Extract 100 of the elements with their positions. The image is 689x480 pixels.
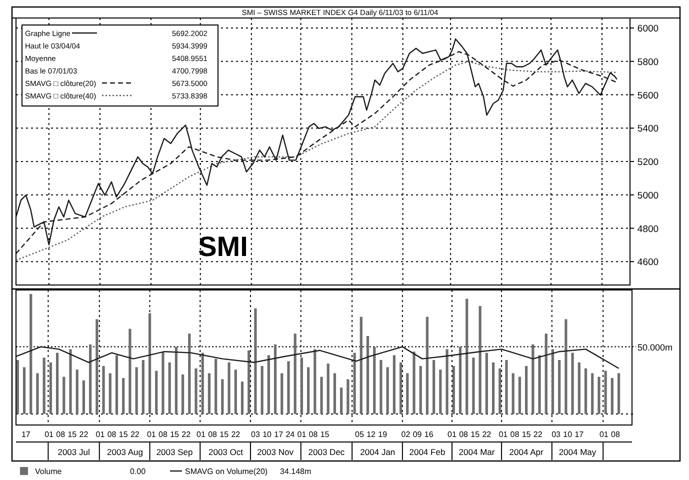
bar: [432, 360, 436, 414]
bar: [406, 373, 409, 414]
x-tick-label: 15: [220, 430, 230, 439]
x-tick-label: 08: [459, 430, 469, 439]
bar: [399, 362, 402, 414]
x-tick-label: 01: [44, 430, 54, 439]
bar: [30, 294, 32, 414]
bar: [122, 378, 125, 414]
x2-tick-label: 2003 Dec: [308, 447, 346, 457]
x-tick-label: 05: [355, 430, 365, 439]
bar: [201, 352, 204, 414]
x-tick-label: 10: [563, 430, 573, 439]
bar: [188, 334, 191, 414]
bar: [82, 380, 86, 414]
bar: [591, 373, 594, 414]
bar: [333, 373, 336, 414]
bar: [366, 336, 370, 414]
x-tick-label: 08: [107, 430, 117, 439]
bar: [194, 368, 198, 414]
y-tick-label: 6000: [637, 24, 659, 35]
x-tick-label: 15: [522, 430, 532, 439]
bar: [466, 298, 468, 414]
x2-tick-label: 2003 Sep: [156, 447, 194, 457]
x-tick-label: 01: [498, 430, 508, 439]
x-tick-label: 01: [146, 430, 156, 439]
bar: [240, 382, 244, 414]
bar: [142, 360, 144, 414]
x2-tick-label: 2004 Apr: [509, 447, 544, 457]
x-tick-label: 01: [448, 430, 457, 439]
bar: [168, 362, 171, 414]
bar: [525, 366, 528, 414]
bar: [42, 358, 46, 414]
bar: [571, 352, 574, 414]
bar: [578, 362, 580, 414]
bar: [221, 379, 224, 414]
y-tick-label: 4800: [637, 224, 659, 235]
bar: [248, 350, 250, 414]
bar: [128, 328, 132, 414]
text: 0.00: [130, 467, 146, 476]
bar: [564, 319, 568, 414]
bar: [452, 366, 455, 414]
x-tick-label: 02: [401, 430, 411, 439]
x2-tick-label: 2004 May: [558, 447, 597, 457]
x-tick-label: 24: [286, 430, 296, 439]
bar: [458, 346, 462, 414]
bar: [412, 352, 416, 414]
x-tick-label: 08: [56, 430, 66, 439]
bar: [307, 367, 310, 414]
x-tick-label: 09: [412, 430, 422, 439]
bar: [56, 352, 59, 414]
bar: [228, 362, 230, 414]
bar: [208, 373, 211, 414]
x2-tick-label: 2003 Jul: [58, 447, 90, 457]
legend-label: Volume: [35, 467, 62, 476]
bar: [162, 352, 164, 414]
y-tick-label: 5200: [637, 157, 659, 168]
bar: [512, 373, 514, 414]
bar: [314, 349, 316, 414]
bar: [69, 349, 72, 414]
bar: [22, 367, 26, 414]
x2-tick-label: 2004 Mar: [458, 447, 495, 457]
x-tick-label: 01: [96, 430, 106, 439]
bar: [485, 352, 488, 414]
bar: [320, 376, 323, 414]
bar: [472, 358, 475, 414]
bar: [274, 344, 277, 414]
x-tick-label: 08: [308, 430, 318, 439]
x-tick-label: 10: [262, 430, 272, 439]
bar: [326, 364, 330, 414]
x2-tick-label: 2004 Feb: [409, 447, 446, 457]
bar: [617, 373, 620, 414]
x-tick-label: 12: [366, 430, 376, 439]
annotation: SMI: [198, 231, 248, 262]
x-tick-label: 15: [118, 430, 128, 439]
bar: [214, 358, 218, 414]
x-tick-label: 17: [274, 430, 284, 439]
bar: [419, 366, 422, 414]
x-tick-label: 15: [470, 430, 480, 439]
bar: [280, 373, 284, 414]
x2-tick-label: 2004 Jan: [360, 447, 396, 457]
bar: [174, 346, 178, 414]
bar: [155, 370, 158, 414]
bar: [373, 346, 376, 414]
bar: [135, 367, 138, 414]
x-tick-label: 15: [68, 430, 78, 439]
x-tick-label: 08: [208, 430, 218, 439]
bar: [532, 344, 534, 414]
x-tick-label: 22: [79, 430, 89, 439]
bar: [62, 376, 66, 414]
x-tick-label: 17: [574, 430, 584, 439]
x-tick-label: 19: [378, 430, 388, 439]
bar: [267, 355, 270, 414]
x2-tick-label: 2003 Oct: [208, 447, 244, 457]
bar: [115, 355, 118, 414]
y-tick-label: 5600: [637, 90, 659, 102]
bar: [426, 316, 429, 414]
x-tick-label: 15: [170, 430, 180, 439]
bar: [380, 360, 382, 414]
bar: [392, 355, 396, 414]
bar: [558, 360, 561, 414]
